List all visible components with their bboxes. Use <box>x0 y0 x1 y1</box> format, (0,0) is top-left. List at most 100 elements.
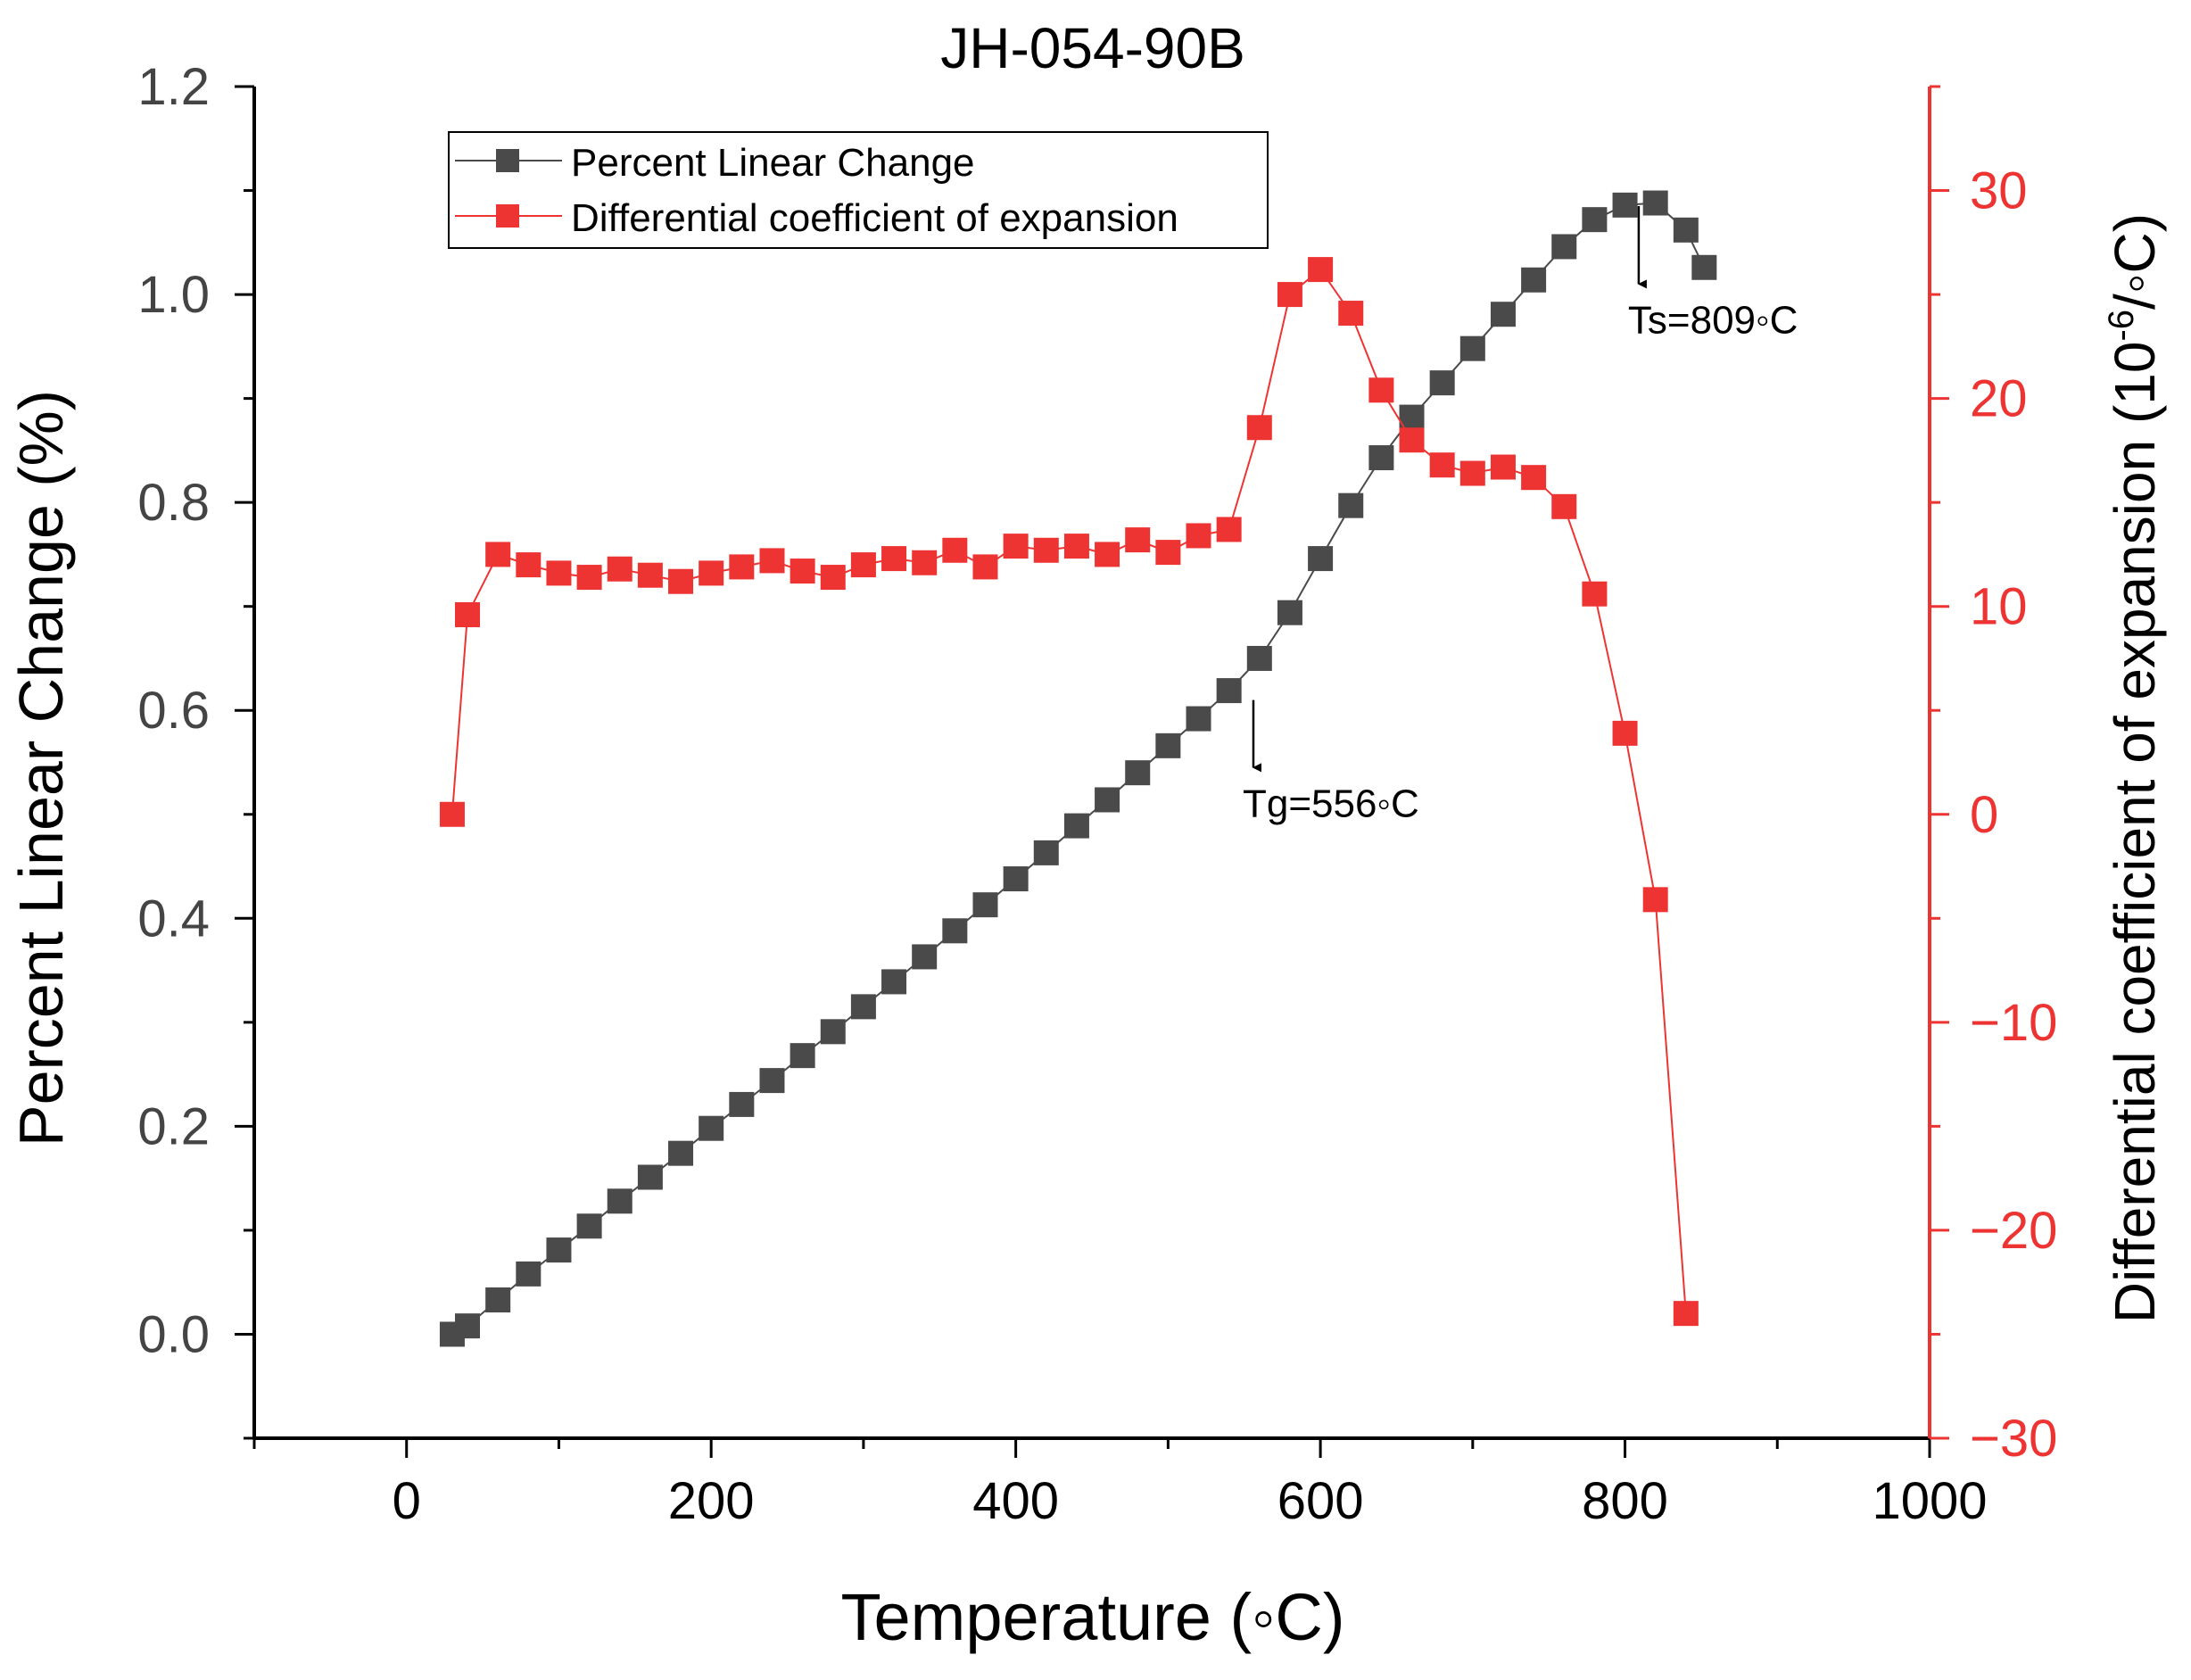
data-point <box>1308 257 1334 283</box>
data-point <box>1368 445 1394 471</box>
y2-axis-label-base: Differential coefficient of expansion (1… <box>2103 342 2167 1324</box>
data-point <box>1063 813 1089 839</box>
data-point <box>485 542 511 567</box>
data-point <box>1246 645 1272 671</box>
data-point <box>485 1287 511 1313</box>
y-tick-label: 1.2 <box>137 58 210 116</box>
data-point <box>546 560 572 586</box>
data-point <box>1338 301 1364 327</box>
data-point <box>1368 377 1394 403</box>
data-point <box>1459 460 1485 486</box>
x-tick-label: 0 <box>393 1472 421 1530</box>
data-point <box>546 1237 572 1263</box>
data-point <box>576 1213 602 1239</box>
y2-tick-label: 30 <box>1970 162 2028 220</box>
y2-tick-label: 0 <box>1970 786 1998 844</box>
data-point <box>1582 581 1608 607</box>
data-point <box>1521 267 1547 293</box>
data-point <box>455 1313 481 1339</box>
data-point <box>1155 540 1181 566</box>
data-point <box>1673 1301 1699 1327</box>
data-point <box>1308 546 1334 572</box>
data-point <box>1277 600 1302 625</box>
data-point <box>516 1261 542 1287</box>
series-line <box>451 268 1687 1314</box>
data-point <box>637 1164 663 1190</box>
data-point <box>1490 454 1516 480</box>
data-point <box>759 548 785 574</box>
data-point <box>820 565 846 591</box>
data-point <box>1429 452 1455 478</box>
data-point <box>850 994 876 1020</box>
data-point <box>1003 866 1029 892</box>
y2-tick-label: −20 <box>1970 1202 2057 1260</box>
data-point <box>1003 534 1029 559</box>
data-point <box>1063 534 1089 559</box>
data-point <box>1642 190 1668 216</box>
y-tick-label: 0.8 <box>137 474 210 532</box>
data-point <box>790 1043 815 1069</box>
data-point <box>516 552 542 578</box>
legend-marker <box>496 149 519 172</box>
y2-axis-label-tail: /◦C) <box>2103 213 2167 310</box>
data-point <box>1551 234 1577 260</box>
data-point <box>1551 493 1577 519</box>
y-tick-label: 1.0 <box>137 266 210 324</box>
series-percent-linear-change <box>439 190 1717 1347</box>
data-point <box>1186 706 1211 732</box>
data-point <box>1338 492 1364 518</box>
data-point <box>1521 465 1547 491</box>
data-point <box>881 969 907 995</box>
data-point <box>699 560 724 586</box>
data-point <box>699 1115 724 1141</box>
y-tick-label: 0.0 <box>137 1305 210 1363</box>
data-point <box>1642 887 1668 913</box>
x-tick-label: 800 <box>1582 1472 1668 1530</box>
data-point <box>729 554 755 580</box>
data-point <box>439 801 465 827</box>
series-line <box>451 202 1706 1336</box>
x-tick-label: 1000 <box>1872 1472 1987 1530</box>
data-point <box>1033 840 1059 865</box>
data-point <box>1612 192 1638 218</box>
y-axis-label: Percent Linear Change (%) <box>6 390 76 1146</box>
data-point <box>972 892 998 918</box>
annotation-label: Ts=809◦C <box>1628 298 1798 342</box>
data-point <box>607 556 632 582</box>
data-point <box>790 559 815 584</box>
x-axis-label: Temperature (◦C) <box>841 1580 1345 1654</box>
series-differential-coefficient <box>439 257 1699 1327</box>
x-tick-label: 600 <box>1277 1472 1364 1530</box>
data-point <box>1582 207 1608 233</box>
data-point <box>942 537 968 563</box>
legend-marker <box>496 204 519 228</box>
data-point <box>820 1019 846 1045</box>
data-point <box>912 550 938 575</box>
data-point <box>1277 282 1302 308</box>
y2-axis-label-exponent: -6 <box>2102 310 2141 342</box>
data-point <box>1691 254 1717 280</box>
x-tick-label: 200 <box>668 1472 755 1530</box>
y2-tick-label: 10 <box>1970 578 2028 636</box>
data-point <box>1490 302 1516 327</box>
data-point <box>881 546 907 572</box>
data-point <box>850 552 876 578</box>
data-point <box>1459 335 1485 361</box>
data-point <box>912 944 938 970</box>
y-tick-label: 0.6 <box>137 682 210 740</box>
legend-label: Differential coefficient of expansion <box>571 196 1178 240</box>
data-point <box>1216 678 1242 704</box>
data-point <box>607 1188 632 1214</box>
data-point <box>972 554 998 580</box>
y2-tick-label: −30 <box>1970 1410 2057 1468</box>
data-point <box>1399 427 1425 453</box>
data-point <box>1612 720 1638 746</box>
data-point <box>455 602 481 628</box>
data-point <box>637 562 663 588</box>
y-tick-label: 0.4 <box>137 890 210 948</box>
data-point <box>759 1068 785 1094</box>
chart-title: JH-054-90B <box>940 16 1245 80</box>
data-point <box>1673 217 1699 243</box>
